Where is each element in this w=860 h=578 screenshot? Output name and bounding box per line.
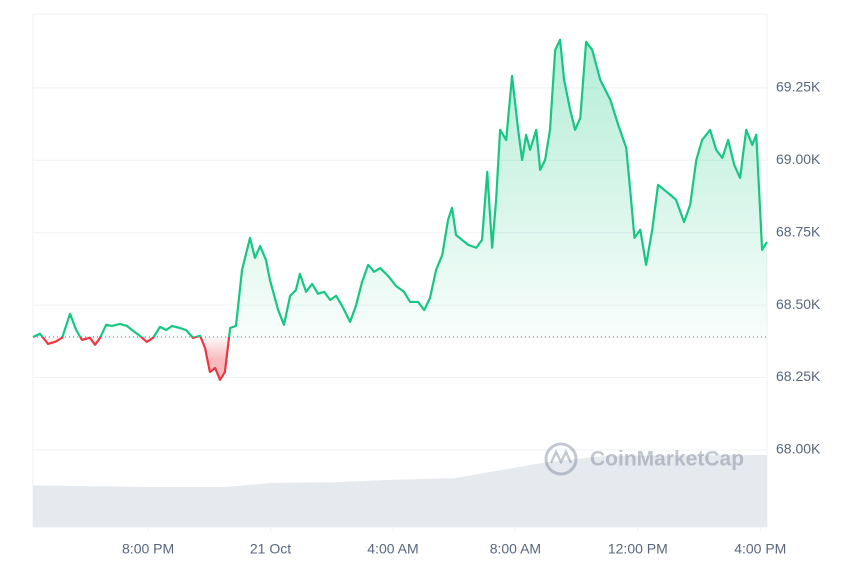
y-tick-label: 68.50K — [776, 296, 821, 312]
watermark-logo-mark — [549, 449, 573, 465]
x-tick-label: 8:00 AM — [490, 541, 541, 557]
plot-layer — [32, 38, 768, 381]
volume-area — [33, 455, 767, 527]
x-tick-label: 21 Oct — [250, 541, 291, 557]
grid-layer — [33, 87, 767, 451]
y-tick-label: 68.75K — [776, 223, 821, 239]
y-tick-label: 69.00K — [776, 151, 821, 167]
x-tick-label: 12:00 PM — [608, 541, 668, 557]
watermark: CoinMarketCap — [544, 442, 744, 476]
watermark-text: CoinMarketCap — [590, 448, 744, 471]
y-tick-label: 69.25K — [776, 79, 821, 95]
volume-layer — [33, 455, 767, 527]
y-tick-label: 68.25K — [776, 368, 821, 384]
price-area — [33, 39, 767, 380]
x-tick-label: 8:00 PM — [122, 541, 174, 557]
price-line — [32, 38, 768, 381]
watermark-logo — [544, 442, 578, 476]
x-tick-label: 4:00 AM — [367, 541, 418, 557]
y-tick-label: 68.00K — [776, 441, 821, 457]
x-tick-label: 4:00 PM — [734, 541, 786, 557]
